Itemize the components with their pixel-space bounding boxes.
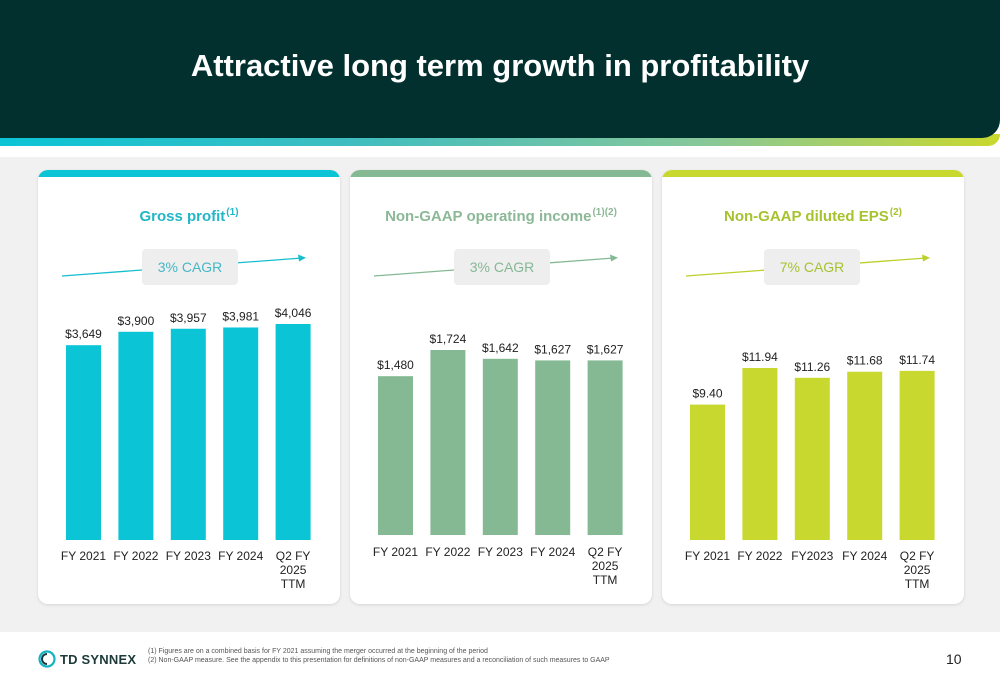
bar-fy-2022 (430, 350, 466, 535)
x-tick-label: FY 2022 (113, 549, 158, 563)
data-label: $1,627 (587, 342, 624, 356)
data-label: $1,480 (377, 358, 414, 372)
panel-title-text: Non-GAAP operating income (385, 208, 592, 225)
data-label: $1,642 (482, 341, 519, 355)
bar-fy-2024 (535, 360, 571, 535)
bar-q2-fy-2025-ttm (587, 360, 623, 535)
operating-income-bar-chart: $1,480 FY 2021 $1,724 FY 2022 $1,642 FY 2023 $… (373, 332, 624, 587)
data-label: $11.26 (794, 360, 830, 374)
panel-accent-bar (38, 170, 340, 177)
data-label: $11.94 (742, 350, 778, 364)
bar-fy2023 (794, 377, 830, 540)
panel-title-footnote: (1)(2) (592, 207, 617, 218)
bar-fy-2021 (690, 404, 725, 540)
data-label: $3,981 (222, 309, 259, 323)
panel-title-footnote: (1) (226, 207, 239, 218)
data-label: $11.68 (847, 354, 883, 368)
slide-header: Attractive long term growth in profitabi… (0, 0, 1000, 138)
data-label: $1,724 (430, 332, 467, 346)
data-label: $1,627 (534, 342, 571, 356)
panel-accent-bar (350, 170, 652, 177)
panel-title-text: Gross profit (139, 208, 226, 225)
footnote-2: (2) Non-GAAP measure. See the appendix t… (148, 657, 610, 664)
x-tick-label: FY 2022 (737, 549, 782, 563)
bar-fy-2023 (482, 358, 518, 535)
bar-fy-2024 (847, 371, 883, 540)
x-tick-label: FY 2021 (685, 549, 730, 563)
diluted-eps-panel: Non-GAAP diluted EPS(2) 7% CAGR $9.40 FY … (662, 170, 964, 604)
cagr-label: 3% CAGR (469, 259, 535, 275)
x-tick-label: Q2 FY 2025 TTM (588, 545, 623, 587)
bar-fy-2023 (170, 328, 206, 540)
panel-accent-bar (662, 170, 964, 177)
gross-profit-panel: Gross profit(1) 3% CAGR $3,649 FY 2021 $3,… (38, 170, 340, 604)
bar-q2-fy-2025-ttm (275, 324, 311, 540)
data-label: $4,046 (275, 306, 312, 320)
data-label: $9.40 (692, 387, 722, 401)
cagr-badge: 3% CAGR (142, 249, 238, 285)
panel-title-text: Non-GAAP diluted EPS (724, 208, 889, 225)
logo-text: TD SYNNEX (60, 651, 137, 667)
slide-title: Attractive long term growth in profitabi… (190, 48, 810, 83)
data-label: $3,649 (65, 327, 102, 341)
x-tick-label: FY 2022 (425, 545, 470, 559)
footnote-1: (1) Figures are on a combined basis for … (148, 648, 488, 655)
td-synnex-logo-icon (38, 650, 56, 668)
panel-title-footnote: (2) (889, 207, 902, 218)
panel-title: Non-GAAP operating income(1)(2) (350, 207, 652, 225)
bar-fy-2022 (118, 331, 154, 540)
x-tick-label: FY 2021 (61, 549, 106, 563)
x-tick-label: FY 2024 (218, 549, 263, 563)
data-label: $3,957 (170, 311, 207, 325)
x-tick-label: FY 2023 (478, 545, 523, 559)
x-tick-label: FY 2023 (166, 549, 211, 563)
x-tick-label: Q2 FY 2025 TTM (276, 549, 311, 591)
bar-fy-2024 (223, 327, 259, 540)
company-logo: TD SYNNEX (38, 650, 136, 668)
x-tick-label: Q2 FY 2025 TTM (900, 549, 935, 591)
diluted-eps-bar-chart: $9.40 FY 2021 $11.94 FY 2022 $11.26 FY2023 $11… (685, 350, 935, 591)
cagr-label: 7% CAGR (779, 259, 845, 275)
gross-profit-bar-chart: $3,649 FY 2021 $3,900 FY 2022 $3,957 FY 2023 $… (61, 306, 312, 591)
cagr-label: 3% CAGR (157, 259, 223, 275)
cagr-badge: 7% CAGR (764, 249, 860, 285)
panel-title: Non-GAAP diluted EPS(2) (662, 207, 964, 225)
bar-q2-fy-2025-ttm (899, 370, 935, 540)
x-tick-label: FY2023 (791, 549, 833, 563)
x-tick-label: FY 2021 (373, 545, 418, 559)
cagr-badge: 3% CAGR (454, 249, 550, 285)
data-label: $3,900 (118, 314, 155, 328)
bar-fy-2021 (66, 345, 101, 540)
page-number: 10 (946, 651, 962, 667)
data-label: $11.74 (899, 353, 935, 367)
x-tick-label: FY 2024 (842, 549, 887, 563)
x-tick-label: FY 2024 (530, 545, 575, 559)
panel-title: Gross profit(1) (38, 207, 340, 225)
bar-fy-2021 (378, 376, 413, 535)
operating-income-panel: Non-GAAP operating income(1)(2) 3% CAGR … (350, 170, 652, 604)
footnotes: (1) Figures are on a combined basis for … (148, 647, 610, 665)
bar-fy-2022 (742, 368, 778, 540)
